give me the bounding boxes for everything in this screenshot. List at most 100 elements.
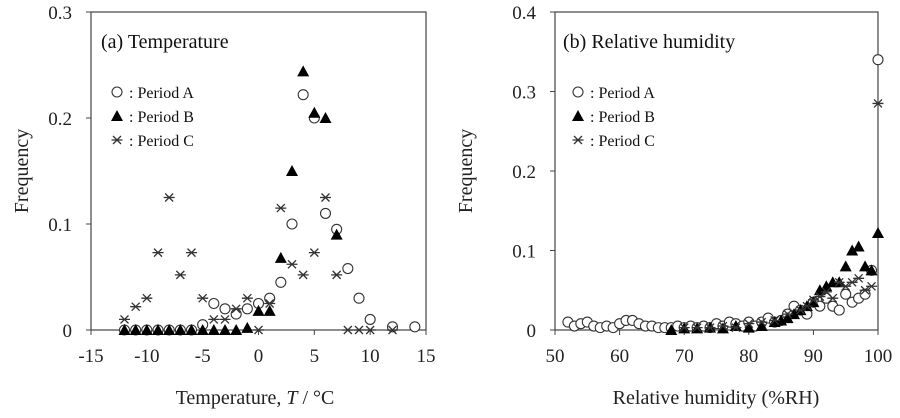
point-triangle-19 xyxy=(330,228,343,240)
point-triangle-15 xyxy=(286,165,298,176)
y-axis-label-a: Frequency xyxy=(11,129,33,213)
point-triangle-4 xyxy=(716,322,729,334)
point-circle-23 xyxy=(386,321,399,333)
point-asterisk-3 xyxy=(717,321,729,331)
point-asterisk-4 xyxy=(163,193,175,202)
point-circle-14 xyxy=(275,276,287,288)
point-triangle-11 xyxy=(788,308,801,320)
point-triangle-5 xyxy=(174,324,187,335)
point-triangle-14 xyxy=(274,251,287,263)
point-asterisk-7 xyxy=(769,316,781,325)
point-asterisk-21 xyxy=(872,98,884,108)
x-tick-label: 90 xyxy=(804,346,823,367)
point-triangle-6 xyxy=(742,321,755,333)
point-asterisk-3 xyxy=(152,248,164,258)
x-tick-label: -10 xyxy=(134,346,159,367)
point-circle-13 xyxy=(264,292,276,304)
y-tick-label: 0 xyxy=(63,321,73,342)
series-asterisk xyxy=(678,98,884,333)
legend-marker-circle-0 xyxy=(572,86,584,98)
point-triangle-13 xyxy=(263,304,276,316)
point-circle-20 xyxy=(342,262,354,275)
point-asterisk-18 xyxy=(853,273,865,283)
legend-marker-circle-0 xyxy=(111,86,123,98)
point-asterisk-8 xyxy=(208,314,220,324)
point-asterisk-21 xyxy=(353,325,365,335)
point-asterisk-6 xyxy=(756,317,768,327)
series-asterisk xyxy=(119,193,398,335)
y-tick-label: 0.3 xyxy=(48,3,72,24)
y-tick-label: 0.4 xyxy=(512,3,536,24)
point-asterisk-14 xyxy=(275,203,287,213)
point-asterisk-16 xyxy=(297,270,309,280)
point-asterisk-20 xyxy=(342,325,354,335)
point-triangle-20 xyxy=(846,244,859,256)
x-tick-label: 0 xyxy=(254,346,264,367)
point-asterisk-17 xyxy=(846,277,858,287)
y-tick-label: 0.2 xyxy=(48,109,72,130)
point-asterisk-0 xyxy=(119,314,130,324)
point-asterisk-4 xyxy=(730,323,742,333)
point-circle-9 xyxy=(219,303,231,315)
point-asterisk-23 xyxy=(387,325,398,335)
point-asterisk-14 xyxy=(827,293,839,303)
x-tick-label: 60 xyxy=(610,346,629,367)
point-triangle-1 xyxy=(129,324,142,335)
y-tick-label: 0.2 xyxy=(512,162,536,183)
point-asterisk-16 xyxy=(840,281,852,291)
legend-marker-asterisk-2 xyxy=(111,135,123,145)
point-circle-22 xyxy=(364,313,376,325)
point-asterisk-2 xyxy=(704,323,716,333)
point-circle-8 xyxy=(208,297,220,310)
point-triangle-14 xyxy=(807,296,820,308)
point-circle-16 xyxy=(297,89,309,101)
legend-a: : Period A: Period B: Period C xyxy=(111,85,194,150)
data-points-a xyxy=(118,65,421,336)
point-triangle-16 xyxy=(297,65,310,77)
point-circle-18 xyxy=(319,207,332,219)
x-tick-label: -5 xyxy=(195,346,211,367)
y-axis-label-b: Frequency xyxy=(455,129,477,213)
point-triangle-0 xyxy=(118,324,131,335)
x-ticks-b: 50 60 70 80 90 100 xyxy=(546,330,893,367)
point-circle-48 xyxy=(872,54,884,66)
legend-marker-triangle-1 xyxy=(572,110,584,121)
point-asterisk-6 xyxy=(186,248,197,258)
point-asterisk-5 xyxy=(743,319,755,329)
legend-b: : Period A : Period B : Period C xyxy=(572,85,655,150)
legend-label: : Period B xyxy=(590,109,655,126)
point-asterisk-10 xyxy=(230,304,242,314)
point-triangle-7 xyxy=(196,324,209,335)
x-tick-label: 15 xyxy=(417,346,436,367)
point-asterisk-15 xyxy=(833,277,845,287)
point-triangle-11 xyxy=(241,321,254,333)
point-asterisk-1 xyxy=(130,302,142,312)
point-triangle-22 xyxy=(859,260,872,272)
point-triangle-10 xyxy=(781,312,794,324)
point-triangle-7 xyxy=(755,320,768,332)
x-tick-label: 80 xyxy=(739,346,758,367)
x-axis-label-a-symbol: T xyxy=(286,387,299,409)
point-asterisk-8 xyxy=(782,309,794,319)
point-triangle-21 xyxy=(852,240,865,252)
point-asterisk-7 xyxy=(197,293,209,303)
point-asterisk-9 xyxy=(794,305,806,315)
point-asterisk-22 xyxy=(364,325,376,335)
point-triangle-18 xyxy=(319,112,332,123)
x-tick-label: 50 xyxy=(546,346,565,367)
point-triangle-8 xyxy=(207,324,220,335)
x-axis-label-a-unit: / °C xyxy=(302,387,334,409)
x-tick-label: 10 xyxy=(361,346,380,367)
point-triangle-9 xyxy=(219,324,231,335)
point-triangle-3 xyxy=(152,324,164,335)
x-tick-label: 100 xyxy=(864,346,893,367)
x-tick-label: -15 xyxy=(78,346,103,367)
y-tick-label: 0.1 xyxy=(512,242,536,263)
series-circle xyxy=(118,89,421,336)
point-triangle-15 xyxy=(813,284,826,296)
legend-label: : Period A xyxy=(590,85,655,102)
point-triangle-12 xyxy=(252,304,265,316)
point-asterisk-0 xyxy=(678,323,690,333)
point-asterisk-19 xyxy=(859,285,871,295)
legend-label: : Period C xyxy=(590,133,655,150)
